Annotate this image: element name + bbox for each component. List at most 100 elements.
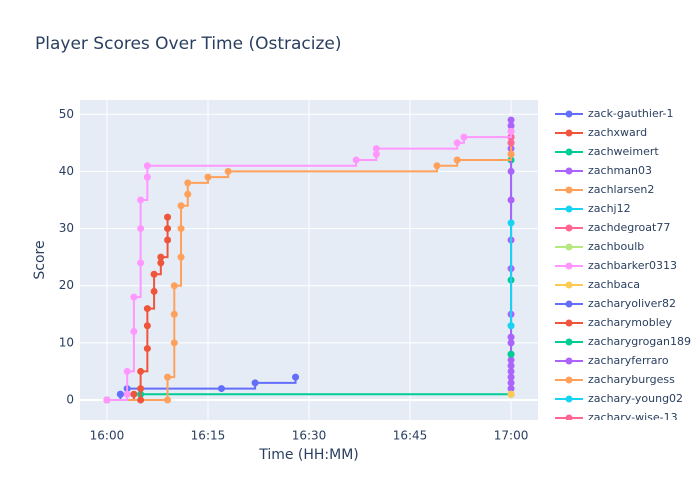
data-point [143,345,151,353]
data-point [453,156,461,164]
data-point [137,367,145,375]
legend-marker [565,338,573,346]
data-point [130,390,138,398]
data-point [143,173,151,181]
data-point [507,356,515,364]
legend-marker [565,129,573,137]
y-tick-label: 50 [59,107,74,121]
data-point [372,150,380,158]
data-point [164,373,172,381]
x-tick-label: 16:45 [393,429,428,443]
data-point [507,379,515,387]
data-point [137,259,145,267]
data-point [164,396,172,404]
data-point [433,162,441,170]
legend-label: zacharymobley [588,316,673,329]
x-tick-label: 16:30 [292,429,327,443]
data-point [143,305,151,313]
data-point [177,253,185,261]
legend-marker [565,262,573,270]
data-point [150,270,158,278]
data-point [292,373,300,381]
legend-label: zachboulb [588,240,644,253]
legend-label: zachbaca [588,278,640,291]
data-point [123,367,131,375]
data-point [157,259,165,267]
legend-label: zack-gauthier-1 [588,107,674,120]
data-point [251,379,259,387]
data-point [103,396,111,404]
data-point [184,190,192,198]
data-point [130,293,138,301]
x-tick-label: 16:15 [191,429,226,443]
data-point [507,385,515,393]
data-point [137,196,145,204]
data-point [170,310,178,318]
data-point [507,150,515,158]
data-point [507,339,515,347]
data-point [507,122,515,130]
legend-marker [565,319,573,327]
legend-label: zachlarsen2 [588,183,654,196]
data-point [507,116,515,124]
data-point [372,145,380,153]
data-point [507,219,515,227]
legend-label: zachary-young02 [588,392,683,405]
data-point [116,390,124,398]
legend-label: zachweimert [588,145,659,158]
data-point [507,322,515,330]
legend-marker [565,376,573,384]
data-point [507,367,515,375]
data-point [170,282,178,290]
legend-label: zachary-wise-13 [588,411,678,424]
legend-marker [565,167,573,175]
y-tick-label: 30 [59,221,74,235]
y-tick-label: 20 [59,278,74,292]
data-point [224,167,232,175]
data-point [507,196,515,204]
data-point [164,236,172,244]
data-point [157,253,165,261]
data-point [137,396,145,404]
data-point [352,156,360,164]
data-point [164,213,172,221]
x-tick-label: 16:00 [90,429,125,443]
data-point [150,287,158,295]
x-axis-title: Time (HH:MM) [258,447,359,463]
legend-label: zachbarker0313 [588,259,677,272]
data-point [143,322,151,330]
legend-marker [565,110,573,118]
data-point [177,225,185,233]
legend-marker [565,224,573,232]
data-point [143,162,151,170]
legend-label: zachdegroat77 [588,221,670,234]
data-point [137,385,145,393]
data-point [507,139,515,147]
data-point [164,225,172,233]
legend-label: zachman03 [588,164,652,177]
legend-marker [565,357,573,365]
data-point [204,173,212,181]
x-tick-label: 17:00 [494,429,529,443]
legend-marker [565,186,573,194]
plot [103,116,515,404]
data-point [123,390,131,398]
legend-marker [565,205,573,213]
legend-label: zachxward [588,126,647,139]
data-point [507,127,515,135]
data-point [507,390,515,398]
data-point [170,339,178,347]
data-point [130,327,138,335]
data-point [177,202,185,210]
legend-label: zachj12 [588,202,631,215]
legend-marker [565,243,573,251]
data-point [453,139,461,147]
y-tick-label: 10 [59,335,74,349]
legend: zack-gauthier-1 zachxward zachweimert zachm… [555,107,691,424]
legend-label: zacharyoliver82 [588,297,676,310]
data-point [184,179,192,187]
y-tick-label: 0 [66,393,74,407]
data-point [507,333,515,341]
y-tick-label: 40 [59,164,74,178]
